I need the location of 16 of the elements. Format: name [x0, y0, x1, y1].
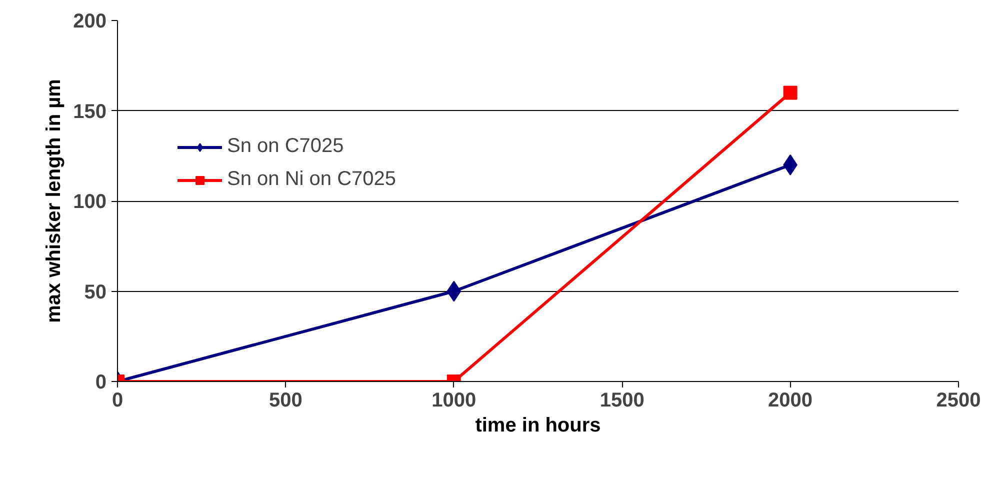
legend-label: Sn on Ni on C7025	[227, 168, 396, 191]
y-tick-label: 0	[95, 372, 106, 394]
y-tick-label: 150	[73, 100, 107, 123]
y-tick-label: 50	[84, 281, 107, 304]
y-tick-label: 200	[73, 10, 107, 32]
legend-label: Sn on C7025	[227, 135, 344, 158]
point	[783, 86, 798, 100]
x-tick-label: 500	[269, 390, 302, 412]
x-tick-label: 2500	[936, 390, 981, 412]
x-axis-title: time in hours	[475, 414, 601, 436]
x-tick-label: 0	[112, 390, 124, 412]
y-tick-label: 100	[73, 191, 107, 213]
x-tick-label: 2000	[768, 390, 813, 412]
x-tick-label: 1000	[432, 390, 476, 412]
x-tick-label: 1500	[600, 390, 644, 412]
y-axis-title: max whisker length in µm	[43, 79, 66, 323]
